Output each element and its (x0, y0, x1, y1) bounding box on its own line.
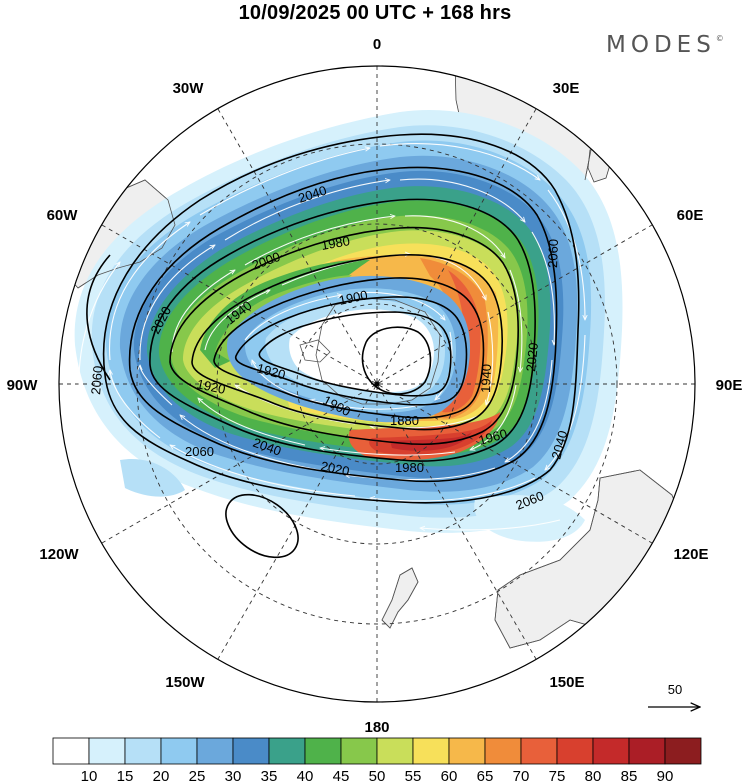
colorbar-tick-label: 80 (585, 768, 602, 782)
colorbar-swatch (160, 737, 198, 765)
colorbar-tick-label: 20 (153, 768, 170, 782)
colorbar-swatch (232, 737, 270, 765)
map-disc: 2040 1980 2000 2060 1900 2020 1940 1920 … (59, 66, 695, 702)
longitude-label-120e: 120E (673, 546, 708, 563)
colorbar-tick-label: 55 (405, 768, 422, 782)
contour-label: 2060 (88, 365, 105, 395)
colorbar-swatch (592, 737, 630, 765)
longitude-label-150e: 150E (549, 674, 584, 691)
contour-label: 2020 (523, 342, 541, 372)
colorbar-tick-label: 50 (369, 768, 386, 782)
colorbar-tick-label: 35 (261, 768, 278, 782)
map-boundary (58, 65, 696, 703)
longitude-label-90w: 90W (7, 377, 39, 394)
contour-label: 2020 (319, 458, 350, 479)
colorbar-swatch (664, 737, 702, 765)
wind-streamlines (78, 143, 585, 530)
colorbar-tick-label: 10 (81, 768, 98, 782)
colorbar-tick-label: 85 (621, 768, 638, 782)
contour-label: 1900 (338, 287, 369, 308)
map-title: 10/09/2025 00 UTC + 168 hrs (238, 2, 512, 24)
height-contours (86, 133, 580, 559)
colorbar-tick-label: 65 (477, 768, 494, 782)
brand-name: MODES (606, 32, 716, 58)
colorbar-tick-label: 25 (189, 768, 206, 782)
longitude-labels: 0 30W 30E 60W 60E 90W 90E 120W 120E 150W… (7, 36, 743, 736)
colorbar-tick-label: 70 (513, 768, 530, 782)
colorbar-swatch (376, 737, 414, 765)
colorbar-swatch (268, 737, 306, 765)
colorbar-swatch (340, 737, 378, 765)
south-pole-point (374, 381, 380, 387)
longitude-label-150w: 150W (165, 674, 205, 691)
wind-speed-field (74, 109, 623, 542)
contour-label: 2060 (185, 444, 214, 459)
colorbar-swatch (52, 737, 90, 765)
contour-label: 1920 (195, 376, 226, 397)
colorbar-swatch (628, 737, 666, 765)
colorbar-tick-label: 60 (441, 768, 458, 782)
contour-label: 1880 (390, 413, 419, 428)
colorbar-tick-label: 45 (333, 768, 350, 782)
longitude-label-60w: 60W (47, 207, 79, 224)
colorbar-swatch (412, 737, 450, 765)
contour-label: 2060 (545, 239, 561, 268)
longitude-label-120w: 120W (39, 546, 79, 563)
colorbar-swatch (556, 737, 594, 765)
longitude-label-180: 180 (364, 719, 389, 736)
colorbar: 10 15 20 25 30 35 40 45 50 55 60 65 70 75 80 85 90 (52, 737, 702, 782)
reference-vector: 50 (648, 682, 700, 707)
colorbar-tick-label: 90 (657, 768, 674, 782)
contour-label: 1920 (255, 360, 287, 382)
longitude-label-90e: 90E (716, 377, 743, 394)
longitude-label-30e: 30E (553, 80, 580, 97)
contour-label: 1980 (320, 233, 351, 253)
contour-label: 1960 (477, 426, 509, 448)
colorbar-swatch (196, 737, 234, 765)
colorbar-swatch (448, 737, 486, 765)
modes-logo: MODES© (606, 32, 724, 58)
colorbar-tick-label: 40 (297, 768, 314, 782)
longitude-label-0: 0 (373, 36, 381, 53)
colorbar-swatch (484, 737, 522, 765)
brand-mark: © (715, 34, 724, 43)
contour-label: 1940 (478, 364, 494, 393)
colorbar-tick-label: 75 (549, 768, 566, 782)
colorbar-swatch (520, 737, 558, 765)
longitude-label-30w: 30W (173, 80, 205, 97)
colorbar-swatch (88, 737, 126, 765)
longitude-label-60e: 60E (677, 207, 704, 224)
colorbar-swatch (124, 737, 162, 765)
contour-label: 1980 (395, 460, 424, 475)
reference-vector-label: 50 (668, 682, 682, 697)
colorbar-tick-label: 15 (117, 768, 134, 782)
graticule (59, 66, 695, 702)
contour-labels: 2040 1980 2000 2060 1900 2020 1940 1920 … (88, 183, 570, 513)
colorbar-tick-label: 30 (225, 768, 242, 782)
contour-label: 2040 (548, 429, 570, 461)
colorbar-swatch (304, 737, 342, 765)
